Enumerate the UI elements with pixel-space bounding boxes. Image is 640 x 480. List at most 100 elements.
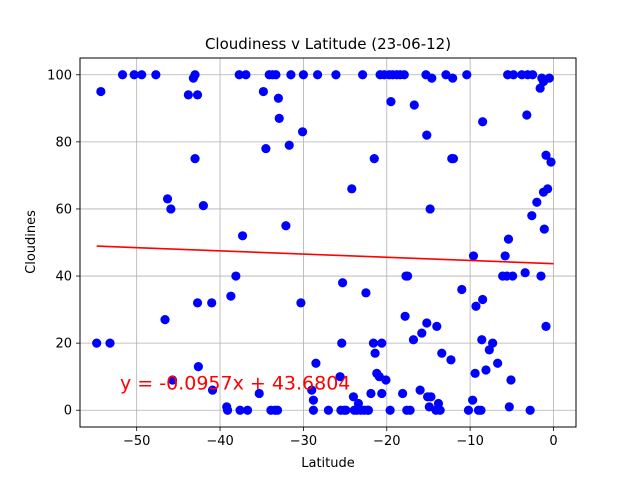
data-point [368,338,379,348]
data-point [425,204,435,214]
data-point [129,70,139,80]
data-point [192,298,203,308]
data-point [361,288,371,298]
data-point [183,90,193,100]
gridlines [80,58,576,427]
data-point [311,358,321,368]
data-point [543,184,553,194]
data-point [167,375,178,385]
data-point [457,284,467,295]
data-point [544,73,554,83]
data-point [226,291,236,301]
plot-frame [79,57,577,428]
data-point [422,130,432,140]
data-point [366,388,376,399]
y-tick-label: 20 [55,337,72,352]
x-tick-label: −30 [290,434,317,449]
data-point [541,150,551,160]
data-point [528,70,538,80]
data-point [468,251,479,261]
data-point [241,70,251,80]
data-point [508,70,519,80]
data-point [488,338,498,348]
data-point [481,365,491,375]
data-point [337,338,347,348]
data-point [448,154,459,164]
data-point [207,298,217,308]
data-point [261,143,271,154]
data-point [286,70,296,80]
data-point [377,388,387,399]
data-point [105,338,115,348]
data-point [403,271,413,281]
data-point [307,385,317,395]
data-point [536,271,546,281]
data-point [446,355,456,365]
data-point [271,70,281,80]
data-point [323,405,334,415]
data-point [237,231,248,241]
data-point [541,321,551,331]
data-point [503,234,514,244]
data-point [192,90,203,100]
data-point [198,201,208,211]
data-point [96,86,106,97]
data-point [190,154,200,164]
data-point [190,70,200,80]
data-points [92,70,556,415]
y-tick-label: 40 [55,270,72,285]
y-tick-label: 0 [64,404,72,419]
data-point [231,271,241,281]
data-point [348,392,359,402]
data-point [234,70,244,80]
data-point [335,372,345,382]
data-point [399,70,409,80]
data-point [463,405,474,415]
y-axis-label: Cloudines [24,210,39,274]
data-point [478,117,488,127]
data-point [405,405,415,415]
data-point [435,405,445,415]
data-point [426,392,436,402]
data-point [476,405,486,415]
data-point [207,385,218,395]
data-point [504,402,514,412]
data-point [471,301,481,311]
data-point [508,271,518,281]
data-point [117,70,128,80]
data-point [297,127,308,137]
data-point [308,405,319,415]
data-point [400,311,410,321]
data-point [308,395,319,405]
data-point [298,70,309,80]
y-tick-label: 60 [55,202,72,217]
data-point [370,348,380,358]
data-point [137,70,147,80]
data-point [539,224,549,234]
data-point [296,298,306,308]
data-point [462,70,472,80]
data-point [347,184,357,194]
data-point [272,405,283,415]
x-tick-label: −50 [123,434,150,449]
data-point [437,348,447,358]
data-point [337,278,348,288]
y-tick-label: 80 [55,135,72,150]
x-tick-label: −40 [206,434,233,449]
data-point [532,197,542,207]
x-tick-label: −10 [456,434,483,449]
data-point [357,70,368,80]
y-tick-label: 100 [47,68,72,83]
data-point [151,70,161,80]
data-point [242,405,253,415]
data-point [281,221,291,231]
data-point [312,70,323,80]
data-point [385,405,395,415]
data-point [160,315,170,325]
data-point [193,362,203,372]
data-point [448,73,458,83]
data-point [273,93,283,103]
data-point [500,251,510,261]
